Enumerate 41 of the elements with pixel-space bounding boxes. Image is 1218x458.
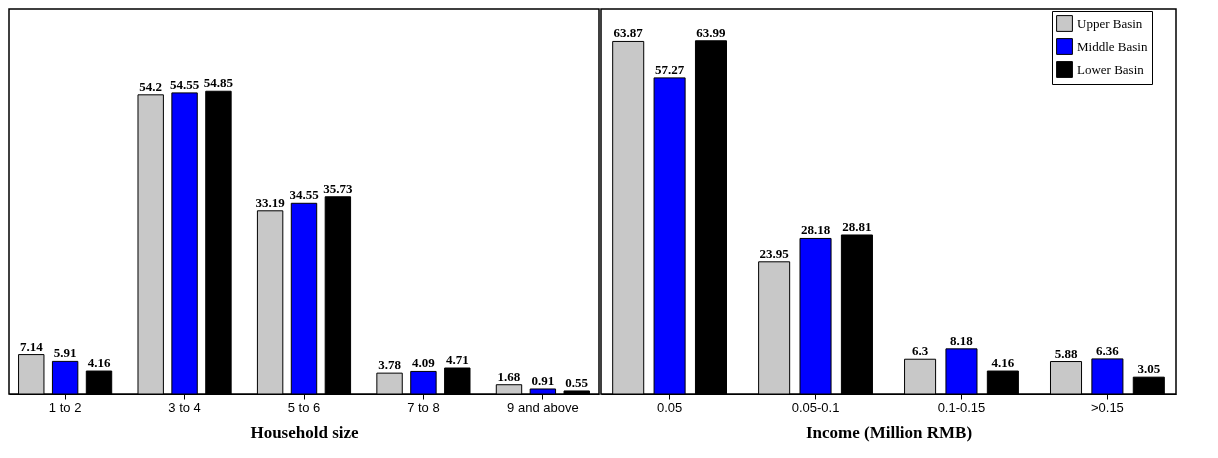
data-label: 0.91 xyxy=(531,372,555,388)
data-label: 63.87 xyxy=(613,25,644,41)
data-label: 35.73 xyxy=(323,180,353,196)
data-label: 4.09 xyxy=(412,355,436,371)
legend-label: Lower Basin xyxy=(1077,61,1145,77)
data-label: 1.68 xyxy=(497,368,521,384)
x-axis-title: Household size xyxy=(250,422,360,442)
x-tick-label: 0.05 xyxy=(656,399,683,415)
x-tick-label: 1 to 2 xyxy=(48,399,82,415)
data-label: 28.18 xyxy=(800,222,831,238)
data-label: 5.88 xyxy=(1054,345,1078,361)
data-label: 8.18 xyxy=(950,332,974,348)
data-label: 28.81 xyxy=(842,218,872,234)
x-tick-label: >0.15 xyxy=(1090,399,1124,415)
data-label: 23.95 xyxy=(759,245,790,261)
data-label: 57.27 xyxy=(654,61,685,77)
data-label: 34.55 xyxy=(289,187,320,203)
x-tick-label: 9 and above xyxy=(507,399,579,415)
data-label: 6.36 xyxy=(1096,342,1120,358)
data-label: 54.55 xyxy=(169,76,200,92)
data-label: 6.3 xyxy=(911,343,929,359)
data-label: 5.91 xyxy=(53,345,77,361)
data-label: 4.71 xyxy=(445,352,469,367)
x-tick-label: 0.1-0.15 xyxy=(937,399,986,415)
data-label: 3.05 xyxy=(1137,361,1161,377)
legend-label: Middle Basin xyxy=(1077,38,1148,54)
x-tick-label: 3 to 4 xyxy=(168,399,201,415)
data-label: 0.55 xyxy=(565,374,589,390)
data-label: 63.99 xyxy=(696,24,727,40)
data-label: 33.19 xyxy=(255,194,286,210)
data-label: 7.14 xyxy=(19,338,44,354)
data-label: 54.2 xyxy=(139,78,163,94)
data-label: 54.85 xyxy=(203,75,234,91)
data-label: 3.78 xyxy=(378,357,402,373)
x-tick-label: 5 to 6 xyxy=(287,399,321,415)
legend-label: Upper Basin xyxy=(1077,15,1143,31)
x-tick-label: 0.05-0.1 xyxy=(791,399,840,415)
x-axis-title: Income (Million RMB) xyxy=(805,422,973,442)
data-label: 4.16 xyxy=(87,355,111,371)
x-tick-label: 7 to 8 xyxy=(407,399,440,415)
data-label: 4.16 xyxy=(991,355,1015,371)
